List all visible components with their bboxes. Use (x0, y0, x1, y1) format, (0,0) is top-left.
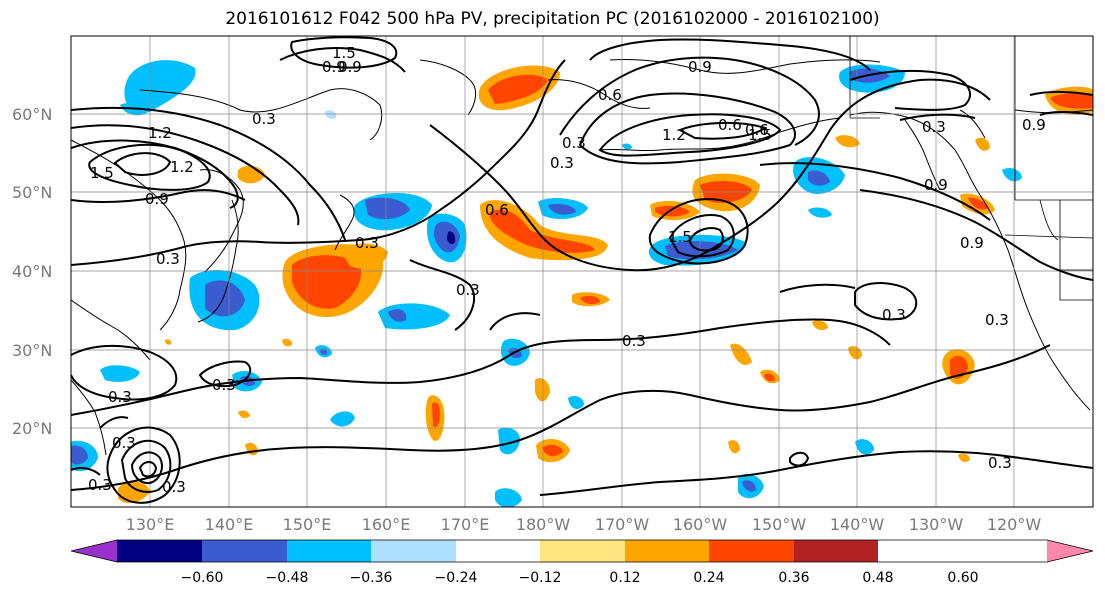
contour-label: 0.3 (622, 332, 646, 350)
contour-label: 0.9 (322, 58, 346, 76)
colorbar-extend-min (71, 540, 117, 562)
colorbar-segment (287, 540, 371, 562)
contour-label: 0.6 (598, 86, 622, 104)
graticule (71, 36, 1093, 507)
contour-label: 1.5 (668, 228, 692, 246)
contour-label: 1.2 (170, 158, 194, 176)
contour-label: 0.3 (112, 434, 136, 452)
contour-labels: 1.5 0.9 1.2 1.5 0.9 0.3 0.3 0.3 0.6 0.3 … (88, 44, 1046, 496)
contour-label: 1.2 (148, 124, 172, 142)
lon-label: 130°E (126, 515, 175, 534)
contour-label: 0.9 (338, 58, 362, 76)
lon-label: 160°W (673, 515, 728, 534)
colorbar-segment (202, 540, 287, 562)
latitude-labels: 60°N 50°N 40°N 30°N 20°N (12, 105, 52, 438)
contour-label: 0.3 (156, 250, 180, 268)
contour-label: 0.3 (456, 281, 480, 299)
lat-label: 50°N (12, 183, 52, 202)
colorbar-tick-label: −0.24 (435, 570, 478, 586)
contour-label: 0.9 (688, 58, 712, 76)
colorbar-segment (625, 540, 709, 562)
colorbar-segment (456, 540, 540, 562)
map-title: 2016101612 F042 500 hPa PV, precipitatio… (225, 9, 880, 29)
colorbar-tick-label: −0.60 (181, 570, 224, 586)
contour-label: 0.3 (985, 311, 1009, 329)
contour-label: 0.9 (924, 176, 948, 194)
colorbar-tick-label: 0.36 (778, 570, 809, 586)
colorbar-tick-label: 0.12 (609, 570, 640, 586)
lon-label: 180°W (516, 515, 571, 534)
lon-label: 130°W (909, 515, 964, 534)
borders (849, 36, 1093, 301)
contour-label: 0.3 (882, 306, 906, 324)
contour-label: 0.6 (745, 121, 769, 139)
lon-label: 140°E (205, 515, 254, 534)
colorbar-segment (794, 540, 878, 562)
colorbar-tick-label: −0.36 (350, 570, 393, 586)
contour-label: 0.9 (1022, 116, 1046, 134)
colorbar-segment (371, 540, 456, 562)
lon-label: 170°E (441, 515, 490, 534)
contour-label: 0.3 (562, 134, 586, 152)
colorbar-segment (709, 540, 794, 562)
colorbar-tick-label: −0.48 (266, 570, 309, 586)
colorbar-tick-label: −0.12 (519, 570, 562, 586)
contour-label: 0.3 (550, 154, 574, 172)
colorbar-tick-label: 0.24 (693, 570, 724, 586)
colorbar-tick-label: 0.60 (947, 570, 978, 586)
lat-label: 30°N (12, 341, 52, 360)
lon-label: 150°E (283, 515, 332, 534)
contour-label: 0.6 (485, 201, 509, 219)
colorbar-segment (117, 540, 202, 562)
lon-label: 160°E (362, 515, 411, 534)
lat-label: 40°N (12, 262, 52, 281)
contour-label: 0.3 (212, 376, 236, 394)
contour-label: 0.6 (718, 116, 742, 134)
map-panel (71, 36, 1093, 507)
contour-label: 0.3 (988, 454, 1012, 472)
lon-label: 120°W (987, 515, 1042, 534)
lon-label: 140°W (830, 515, 885, 534)
contour-label: 0.9 (145, 190, 169, 208)
contour-label: 1.5 (332, 44, 356, 62)
lon-label: 170°W (595, 515, 650, 534)
map-frame (70, 35, 1094, 508)
colorbar-extend-max (1047, 540, 1093, 562)
contour-label: 0.9 (960, 234, 984, 252)
contour-label: 1.5 (90, 164, 114, 182)
colorbar-segment (540, 540, 625, 562)
contour-label: 1.2 (662, 126, 686, 144)
contour-label: 0.3 (252, 110, 276, 128)
colorbar-tick-label: 0.48 (862, 570, 893, 586)
colorbar: −0.60 −0.48 −0.36 −0.24 −0.12 0.12 0.24 … (70, 539, 1094, 586)
map-content: 1.5 0.9 1.2 1.5 0.9 0.3 0.3 0.3 0.6 0.3 … (71, 36, 1093, 507)
contour-label: 0.3 (355, 234, 379, 252)
contour-label: 1.5 (748, 126, 772, 144)
pv-contours (71, 36, 1093, 504)
lat-label: 60°N (12, 105, 52, 124)
contour-label: 0.3 (922, 118, 946, 136)
contour-label: 0.3 (162, 478, 186, 496)
contour-label: 0.3 (88, 476, 112, 494)
contour-label: 0.3 (108, 388, 132, 406)
lat-label: 20°N (12, 419, 52, 438)
lon-label: 150°W (752, 515, 807, 534)
colorbar-ticks: −0.60 −0.48 −0.36 −0.24 −0.12 0.12 0.24 … (181, 570, 979, 586)
longitude-labels: 130°E 140°E 150°E 160°E 170°E 180°W 170°… (126, 515, 1042, 534)
